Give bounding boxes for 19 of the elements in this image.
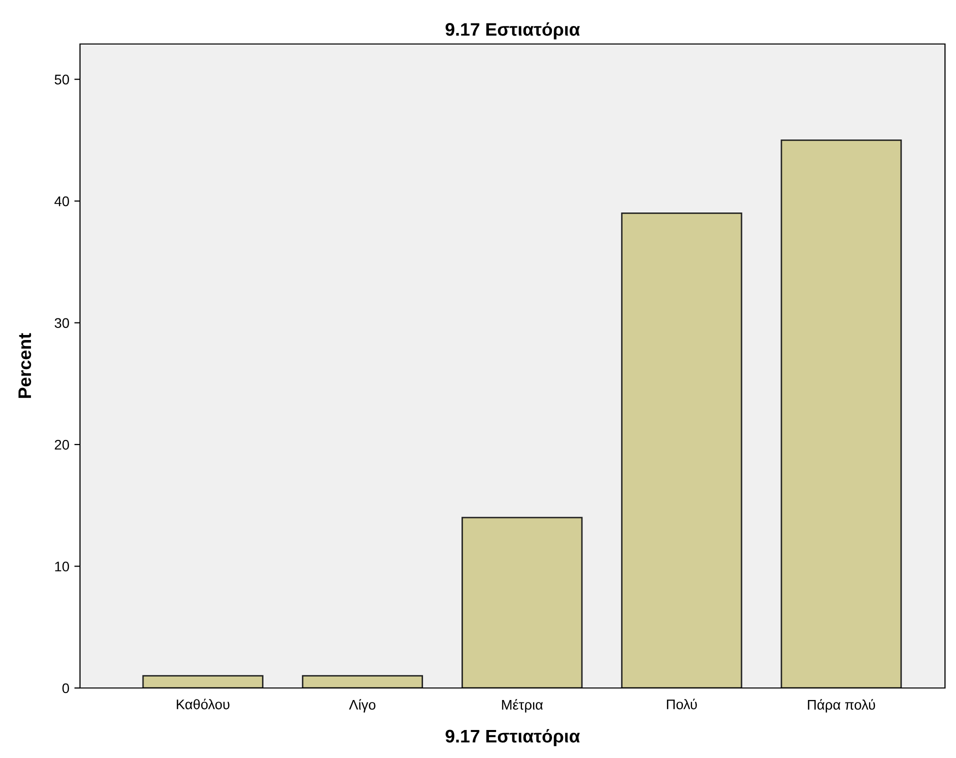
bar [142,675,264,688]
y-tick-label: 40 [54,196,70,206]
x-tick-label: Πολύ [666,698,697,710]
bar [462,516,583,688]
bar [621,212,742,688]
y-tick-label: 10 [55,562,70,572]
bar [302,675,424,688]
y-tick-label: 30 [54,318,70,328]
x-tick-label: Μέτρια [502,699,543,712]
y-axis-title: Percent [18,333,32,398]
y-tick-label: 20 [54,440,70,450]
y-tick-label: 50 [54,74,70,84]
x-tick-label: Πάρα πολύ [808,699,876,712]
x-tick-label: Καθόλου [176,698,230,710]
chart-title: 9.17 Εστιατόρια [446,22,580,40]
bar [780,139,902,688]
x-tick-label: Λίγο [349,699,376,712]
x-axis-title: 9.17 Εστιατόρια [446,729,580,746]
y-tick-label: 0 [62,683,70,694]
